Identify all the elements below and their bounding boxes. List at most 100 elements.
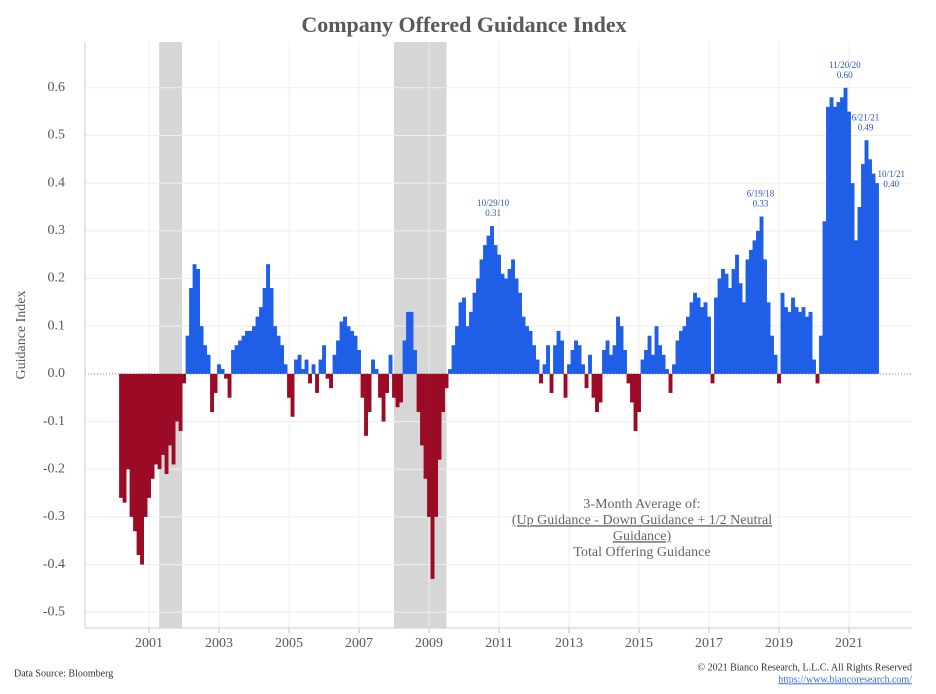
bar	[696, 297, 701, 374]
annotation-value: 0.33	[753, 199, 769, 209]
bar	[654, 326, 659, 374]
bar	[633, 373, 638, 432]
bar	[735, 254, 739, 374]
bar	[339, 321, 344, 374]
bar	[322, 345, 326, 374]
bar	[703, 302, 708, 374]
bar	[563, 373, 568, 398]
bar	[560, 340, 564, 374]
bar	[871, 173, 876, 374]
bar	[857, 206, 862, 374]
bar	[227, 373, 232, 398]
bar	[584, 373, 589, 389]
bar	[210, 373, 214, 413]
bar	[791, 297, 795, 374]
bar	[773, 354, 778, 374]
bar	[619, 326, 624, 374]
bar	[836, 102, 841, 374]
bar	[472, 292, 477, 374]
annotation-value: 0.31	[485, 208, 501, 218]
bar	[122, 373, 127, 503]
bar	[157, 373, 162, 470]
url-link[interactable]: https://www.biancoresearch.com/	[778, 674, 912, 685]
bar	[427, 373, 431, 517]
bar	[161, 373, 165, 455]
bar	[840, 97, 844, 374]
bar	[273, 326, 277, 374]
bar	[395, 373, 400, 408]
chart-title: Company Offered Guidance Index	[301, 12, 626, 37]
bar	[203, 345, 207, 374]
bar	[280, 345, 284, 374]
bar	[465, 326, 470, 374]
bar	[168, 373, 172, 446]
bar	[574, 340, 578, 374]
annotation-date: 11/20/20	[829, 60, 861, 70]
bar	[822, 221, 827, 374]
x-tick-label: 2017	[695, 636, 723, 651]
bar	[199, 326, 204, 374]
bar	[406, 311, 410, 374]
bar	[346, 326, 351, 374]
bar	[556, 330, 561, 374]
bar	[392, 373, 396, 398]
bar	[833, 106, 837, 374]
y-tick-label: -0.2	[43, 461, 65, 476]
bar	[248, 330, 253, 374]
x-tick-label: 2011	[485, 636, 512, 651]
x-tick-label: 2003	[205, 636, 233, 651]
bar	[693, 292, 697, 374]
bar	[724, 273, 729, 374]
bar	[731, 268, 736, 374]
bar	[154, 373, 158, 465]
bar	[672, 364, 676, 374]
bar	[136, 373, 141, 556]
bar	[448, 369, 452, 374]
bar	[192, 264, 197, 374]
y-tick-label: -0.1	[43, 414, 65, 429]
bar	[490, 226, 494, 374]
bar	[185, 335, 190, 374]
bar	[819, 335, 823, 374]
bar	[413, 350, 417, 374]
bar	[224, 373, 228, 379]
bar	[658, 345, 662, 374]
bar	[728, 288, 732, 374]
bar	[868, 159, 872, 374]
bar	[864, 140, 869, 374]
bar	[759, 216, 764, 374]
y-tick-label: 0.2	[48, 271, 66, 286]
bar	[385, 373, 389, 393]
bar	[147, 373, 151, 498]
annotation-date: 6/19/18	[747, 189, 775, 199]
bar	[549, 373, 554, 393]
bar	[178, 373, 183, 432]
bar	[616, 316, 620, 374]
bar	[402, 340, 407, 374]
bar	[826, 106, 830, 374]
bar	[308, 373, 312, 384]
bar	[679, 330, 683, 374]
y-tick-label: -0.5	[43, 604, 65, 619]
bar	[409, 311, 414, 374]
bar	[598, 373, 603, 403]
y-tick-label: 0.0	[48, 366, 66, 381]
note-line: Guidance)	[613, 529, 672, 544]
bar	[234, 345, 239, 374]
bar	[752, 240, 757, 374]
x-tick-label: 2005	[275, 636, 303, 651]
bar	[854, 240, 858, 374]
x-tick-label: 2007	[345, 636, 373, 651]
note-line: (Up Guidance - Down Guidance + 1/2 Neutr…	[512, 513, 772, 528]
bar	[714, 297, 718, 374]
bar	[217, 364, 221, 374]
y-tick-label: 0.4	[48, 175, 66, 190]
bar	[301, 369, 305, 374]
bar	[700, 307, 704, 374]
bar	[668, 373, 673, 393]
bar	[637, 373, 641, 413]
bar	[416, 373, 421, 413]
bar	[259, 307, 263, 374]
y-tick-label: 0.1	[48, 318, 66, 333]
